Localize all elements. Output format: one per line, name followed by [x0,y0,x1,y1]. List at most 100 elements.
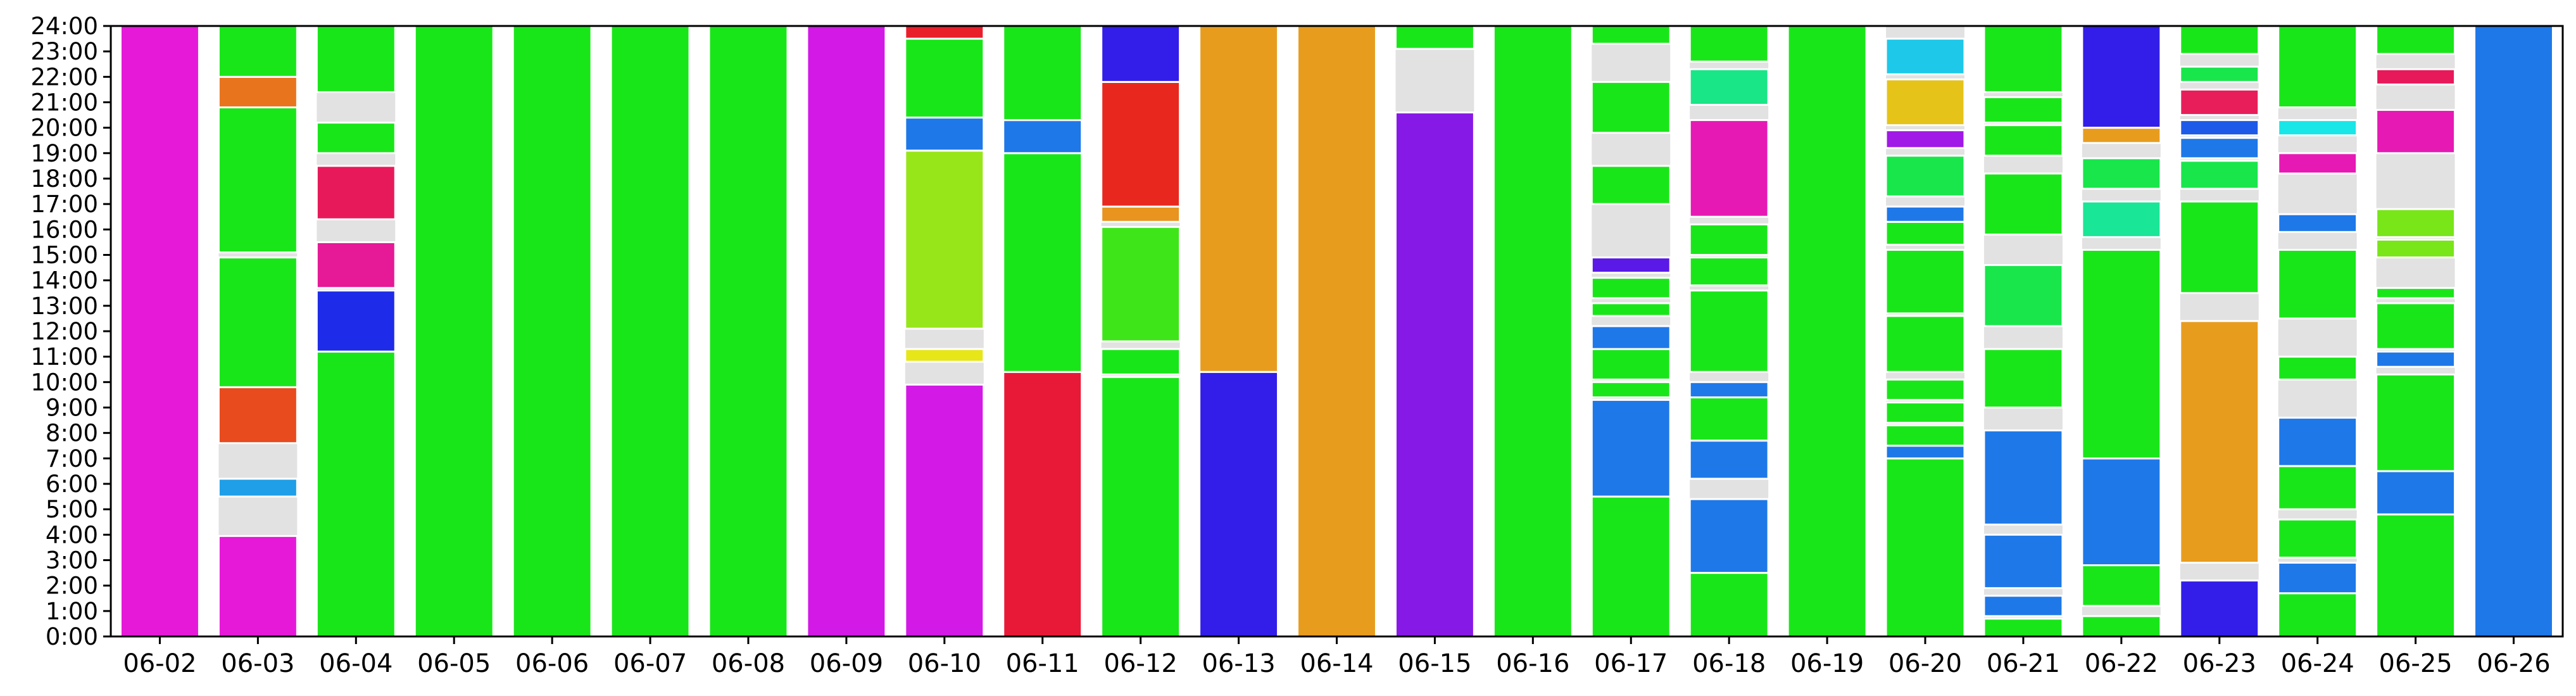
segment-06-11-3 [1002,25,1083,122]
segment-06-22-3 [2081,248,2162,460]
y-tick-label: 16:00 [30,216,98,243]
tick-labels-layer: 0:001:002:003:004:005:006:007:008:009:00… [30,13,2550,678]
segment-06-20-9 [1885,155,1966,198]
y-tick-label: 6:00 [46,471,98,498]
segment-06-23-8 [2179,25,2260,55]
x-tick-label: 06-05 [417,649,491,678]
segment-06-24-6 [2277,248,2358,320]
segment-06-17-8 [1590,165,1671,205]
segment-06-17-2 [1590,381,1671,398]
segment-06-25-8 [2375,109,2456,155]
segment-06-18-2 [1688,440,1769,480]
segment-06-10-3 [904,117,985,152]
segment-06-24-10 [2277,25,2358,109]
segment-06-25-1 [2375,470,2456,516]
y-tick-label: 9:00 [46,395,98,422]
x-tick-label: 06-12 [1104,649,1178,678]
segment-06-23-0 [2179,579,2260,638]
segment-06-10-2 [904,149,985,330]
segment-06-20-2 [1885,424,1966,447]
segment-06-10-4 [904,37,985,119]
segment-06-24-4 [2277,417,2358,467]
segment-06-22-5 [2081,157,2162,190]
segment-06-20-5 [1885,315,1966,373]
segment-06-25-3 [2375,350,2456,368]
x-tick-label: 06-09 [810,649,883,678]
x-tick-label: 06-25 [2379,649,2453,678]
segment-06-12-0 [1100,376,1181,638]
segment-06-15-1 [1394,25,1475,50]
segment-06-25-6 [2375,238,2456,259]
x-tick-label: 06-26 [2477,649,2550,678]
x-tick-label: 06-16 [1496,649,1569,678]
segment-06-12-4 [1100,80,1181,208]
y-tick-label: 14:00 [30,267,98,294]
x-tick-label: 06-13 [1202,649,1275,678]
x-tick-label: 06-21 [1987,649,2060,678]
y-tick-label: 1:00 [46,598,98,625]
segment-06-24-9 [2277,119,2358,137]
y-tick-label: 2:00 [46,573,98,600]
segment-06-04-0 [315,350,396,638]
y-tick-label: 19:00 [30,140,98,167]
x-tick-label: 06-18 [1692,649,1766,678]
segment-06-12-2 [1100,225,1181,343]
segment-06-04-4 [315,122,396,155]
segment-06-23-6 [2179,88,2260,117]
segment-06-26-0 [2473,25,2554,638]
segment-06-21-0 [1983,617,2064,638]
segment-06-03-6 [217,25,298,78]
activity-segments-layer [119,25,2554,638]
segment-06-24-8 [2277,152,2358,175]
segment-06-03-5 [217,75,298,109]
segment-06-25-2 [2375,373,2456,472]
segment-06-03-0 [217,535,298,638]
segment-06-13-0 [1198,370,1279,638]
y-tick-label: 12:00 [30,318,98,345]
segment-06-25-7 [2375,208,2456,238]
segment-06-20-3 [1885,401,1966,424]
segment-06-12-5 [1100,25,1181,83]
x-tick-label: 06-02 [123,649,196,678]
segment-06-23-2 [2179,200,2260,294]
x-tick-label: 06-07 [613,649,687,678]
segment-06-04-3 [315,165,396,220]
segment-06-17-4 [1590,325,1671,350]
x-tick-label: 06-17 [1594,649,1668,678]
segment-06-20-4 [1885,378,1966,401]
segment-06-20-8 [1885,205,1966,223]
segment-06-23-4 [2179,137,2260,160]
segment-06-23-5 [2179,119,2260,137]
segment-06-19-0 [1787,25,1868,638]
y-tick-label: 17:00 [30,191,98,218]
segment-06-17-0 [1590,495,1671,638]
y-tick-label: 0:00 [46,623,98,650]
segment-06-14-0 [1297,25,1377,638]
segment-06-10-5 [904,25,985,40]
x-tick-label: 06-03 [221,649,294,678]
y-tick-label: 11:00 [30,343,98,370]
segment-06-21-9 [1983,25,2064,93]
segment-06-17-10 [1590,25,1671,45]
segment-06-25-10 [2375,25,2456,55]
segment-06-20-11 [1885,78,1966,127]
segment-06-18-10 [1688,25,1769,63]
y-tick-label: 24:00 [30,13,98,40]
x-tick-label: 06-04 [319,649,393,678]
x-tick-label: 06-22 [2085,649,2158,678]
segment-06-25-0 [2375,513,2456,638]
x-tick-label: 06-06 [515,649,589,678]
segment-06-04-5 [315,25,396,93]
segment-06-03-1 [217,478,298,498]
segment-06-24-2 [2277,518,2358,559]
segment-06-18-5 [1688,289,1769,373]
segment-06-05-0 [413,25,494,638]
y-tick-label: 4:00 [46,521,98,548]
segment-06-17-7 [1590,256,1671,274]
segment-06-23-7 [2179,65,2260,83]
y-tick-label: 8:00 [46,420,98,447]
segment-06-20-10 [1885,129,1966,149]
segment-06-23-3 [2179,160,2260,190]
segment-06-22-0 [2081,615,2162,638]
